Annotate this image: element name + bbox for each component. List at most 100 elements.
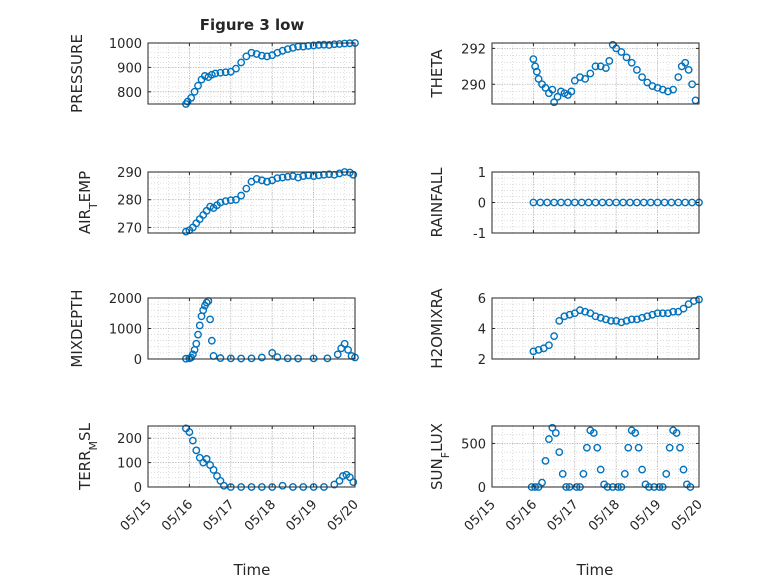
data-point <box>206 315 215 324</box>
data-point <box>634 443 643 452</box>
data-point <box>320 40 328 49</box>
data-point <box>195 321 204 330</box>
data-point <box>232 64 240 73</box>
data-point <box>548 85 557 94</box>
data-point <box>558 470 567 478</box>
data-point <box>638 73 646 81</box>
y-tick-label: 292 <box>461 42 486 57</box>
data-point <box>664 309 672 318</box>
data-point <box>257 51 266 60</box>
y-axis-label: MIXDEPTH <box>68 289 86 367</box>
data-point <box>532 67 541 76</box>
data-point <box>688 80 696 89</box>
data-point <box>283 354 292 363</box>
x-tick-label: 05/16 <box>503 497 540 534</box>
data-markers <box>529 198 703 207</box>
data-markers <box>182 39 359 108</box>
data-point <box>278 46 287 55</box>
chart-theta: 290 292 THETA <box>428 40 700 107</box>
data-point <box>617 48 626 56</box>
data-point <box>596 465 605 474</box>
data-point <box>202 298 211 307</box>
data-point <box>676 443 684 452</box>
data-point <box>591 62 600 71</box>
y-tick-label: 2000 <box>109 292 142 307</box>
data-point <box>593 443 602 452</box>
y-axis-label: TERRMSL <box>76 422 100 491</box>
data-markers <box>529 295 703 356</box>
data-point <box>643 312 652 321</box>
data-point <box>607 316 615 325</box>
data-point <box>601 64 610 73</box>
data-point <box>333 350 342 359</box>
data-point <box>550 98 558 107</box>
data-point <box>188 436 197 445</box>
y-axis-label: PRESSURE <box>68 34 86 113</box>
x-axis-label-right: Time <box>576 561 614 579</box>
data-point <box>582 443 591 452</box>
data-point <box>529 347 538 356</box>
data-point <box>601 315 610 324</box>
axes-box <box>491 425 700 488</box>
data-point <box>669 85 678 94</box>
data-point <box>325 170 334 179</box>
y-tick-label: 500 <box>461 437 486 452</box>
data-point <box>325 41 334 49</box>
y-axis-label: THETA <box>428 49 446 99</box>
x-tick-label: 05/18 <box>242 497 279 534</box>
data-point <box>207 70 216 79</box>
data-point <box>207 336 216 345</box>
data-point <box>283 45 292 53</box>
chart-rainfall: -1 0 1 RAINFALL <box>428 166 703 242</box>
data-point <box>648 310 657 319</box>
data-point <box>192 446 201 455</box>
y-tick-label: 290 <box>117 166 142 181</box>
data-point <box>199 306 208 315</box>
data-point <box>263 177 271 186</box>
data-point <box>242 52 251 61</box>
data-point <box>662 470 671 478</box>
data-point <box>669 307 678 316</box>
data-point <box>226 354 235 363</box>
data-point <box>672 429 681 437</box>
y-tick-label: 0 <box>134 353 142 368</box>
data-point <box>679 304 688 313</box>
y-tick-label: 800 <box>117 86 142 101</box>
y-tick-label: -1 <box>473 227 486 242</box>
data-point <box>589 429 598 437</box>
x-tick-label: 05/20 <box>669 497 706 534</box>
data-point <box>529 55 538 64</box>
x-tick-label: 05/15 <box>462 497 499 534</box>
data-point <box>555 316 564 325</box>
data-point <box>216 354 225 362</box>
data-point <box>596 313 605 322</box>
data-point <box>323 354 332 363</box>
y-tick-label: 1000 <box>109 37 142 52</box>
data-point <box>283 172 292 181</box>
data-point <box>252 50 261 58</box>
data-point <box>638 465 646 474</box>
minor-grid <box>147 42 356 104</box>
y-tick-label: 4 <box>478 323 486 338</box>
data-point <box>643 78 652 87</box>
y-tick-label: 200 <box>117 432 142 447</box>
data-point <box>216 198 225 207</box>
data-point <box>273 174 282 183</box>
data-point <box>216 68 225 77</box>
data-point <box>674 73 683 81</box>
axes-box <box>147 171 356 234</box>
data-point <box>335 40 344 48</box>
data-point <box>631 429 640 437</box>
x-tick-label: 05/15 <box>118 497 155 534</box>
data-point <box>344 345 352 354</box>
y-axis-label: AIRTEMP <box>76 171 100 234</box>
data-point <box>237 58 246 67</box>
data-point <box>211 69 220 78</box>
y-tick-label: 100 <box>117 457 142 472</box>
y-axis-label: RAINFALL <box>428 167 446 238</box>
data-point <box>190 87 199 96</box>
y-tick-label: 0 <box>478 197 486 212</box>
data-point <box>309 354 318 363</box>
